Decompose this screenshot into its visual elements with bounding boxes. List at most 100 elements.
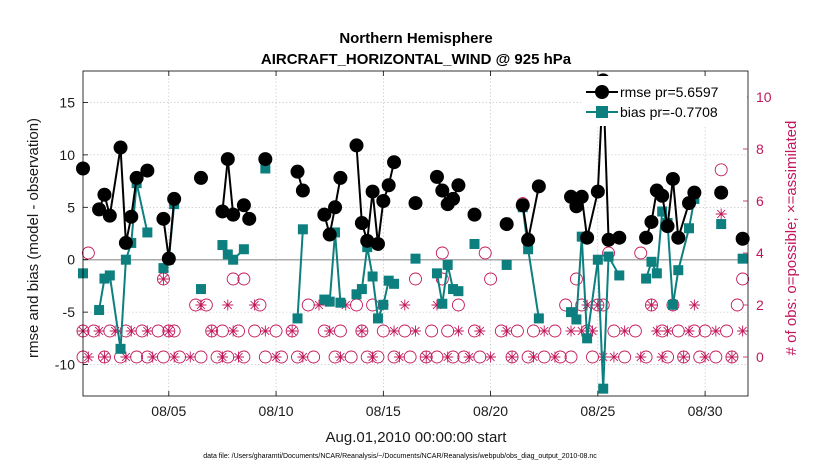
obs-possible-marker [355,324,369,338]
bias-segment [371,276,379,319]
obs-possible-marker [435,272,449,286]
obs-assimilated-marker [334,351,346,363]
bias-segment [655,211,664,274]
obs-possible-marker [527,324,540,338]
rmse-point [387,155,402,170]
obs-assimilated-marker [431,299,443,311]
rmse-point [644,214,659,229]
bias-point [582,333,593,344]
bias-point [104,270,115,281]
y-right-tick-label: 2 [756,297,764,313]
rmse-point [349,138,364,153]
obs-assimilated-marker [270,351,282,363]
obs-assimilated-marker [233,351,245,363]
bias-point [603,251,614,262]
obs-possible-marker [725,350,739,364]
bias-series [78,163,748,394]
rmse-point [360,233,375,248]
obs-assimilated-marker [645,299,657,311]
rmse-point [322,227,337,242]
obs-assimilated-marker [485,351,497,363]
rmse-point [467,207,482,222]
bias-segment [98,278,106,311]
obs-assimilated-marker [184,351,196,363]
y-right-axis-ticks: 0 2 4 6 8 10 [743,89,772,365]
obs-assimilated-marker [608,351,620,363]
obs-possible-marker [430,350,444,364]
bias-point [431,268,442,279]
bias-segment [435,273,444,304]
bias-segment [666,222,674,305]
obs-assimilated-marker [259,325,271,337]
obs-assimilated-marker [420,351,432,363]
obs-assimilated-marker [737,325,749,337]
obs-assimilated-marker [597,351,609,363]
bias-point [673,265,684,276]
rmse-point [167,191,182,206]
obs-assimilated-marker [452,325,464,337]
bias-point [383,275,394,286]
obs-assimilated-marker [678,351,690,363]
bias-point [566,307,577,318]
obs-assimilated-marker [549,351,561,363]
bias-segment [580,236,589,339]
y-tick-label: -10 [55,357,75,373]
legend-box [581,76,747,126]
bias-point [238,244,249,255]
obs-possible-marker [628,324,642,338]
obs-possible-marker [333,324,347,338]
y-tick-label: 10 [59,147,75,163]
bias-point [410,253,421,264]
bias-segment [441,264,449,304]
bias-point [94,305,105,316]
rmse-segment [376,200,385,245]
rmse-point [156,211,171,226]
bias-point [195,284,206,295]
rmse-point [446,191,461,206]
obs-assimilated-marker [93,325,105,337]
rmse-segment [371,191,379,245]
obs-assimilated-marker [120,351,132,363]
obs-assimilated-marker [726,351,738,363]
x-tick-label: 08/05 [151,403,186,419]
rmse-point [124,209,139,224]
rmse-point [333,170,348,185]
rmse-point [429,169,444,184]
rmse-point [242,211,257,226]
x-tick-label: 08/20 [473,403,508,419]
obs-assimilated-marker [699,351,711,363]
obs-possible-marker [226,272,240,286]
obs-possible-marker [151,324,165,338]
bias-point [356,284,367,295]
rmse-segment [226,158,235,215]
obs-assimilated-marker [157,273,169,285]
rmse-point [601,232,616,247]
obs-assimilated-marker [501,325,513,337]
obs-assimilated-marker [538,325,550,337]
rmse-point [97,187,112,202]
obs-assimilated-marker [195,299,207,311]
rmse-point [295,183,310,198]
rmse-segment [221,158,229,212]
rmse-point [499,217,514,232]
rmse-point [671,230,686,245]
bias-point [367,271,378,282]
rmse-point [226,207,241,222]
bias-point [378,299,389,310]
rmse-segment [167,198,176,259]
rmse-segment [671,178,680,238]
y-tick-label: 0 [67,252,75,268]
rmse-point [220,152,235,167]
rmse-segment [355,145,363,224]
obs-possible-marker [130,350,144,364]
obs-assimilated-marker [474,325,486,337]
rmse-point [317,207,332,222]
rmse-point [129,170,144,185]
x-tick-label: 08/15 [366,403,401,419]
obs-assimilated-marker [565,325,577,337]
legend-bias-label: bias pr=-0.7708 [620,104,718,120]
obs-possible-marker [451,298,465,312]
bias-point [641,273,652,284]
obs-possible-marker [81,246,95,260]
obs-assimilated-marker [506,351,518,363]
